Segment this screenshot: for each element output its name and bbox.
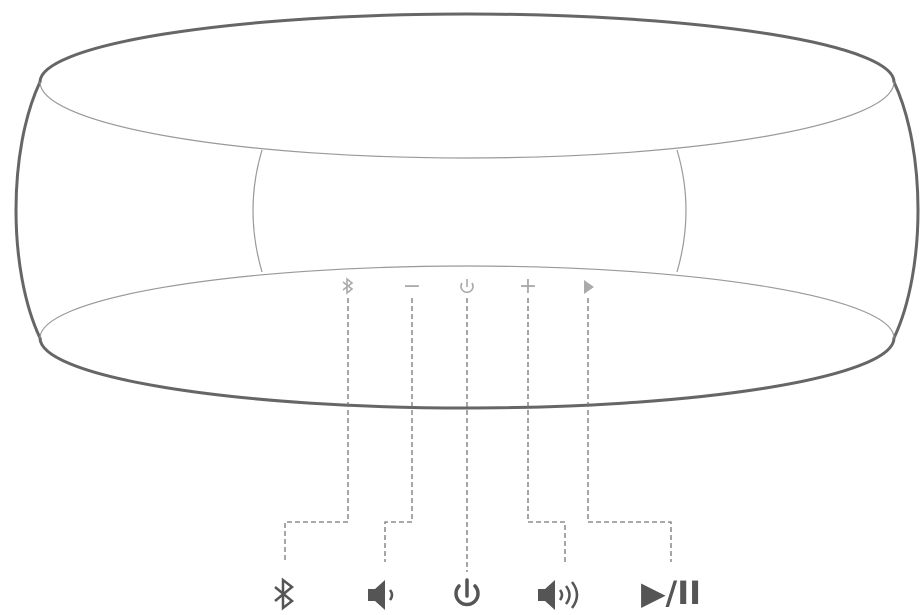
window-left [252, 149, 263, 273]
leader-bluetooth [284, 298, 349, 562]
bottom-rim [39, 265, 895, 339]
volume-down-speaker [368, 580, 385, 610]
leader-volume-up [527, 298, 566, 562]
volume-up-waves [558, 581, 579, 609]
top-rim [39, 81, 895, 159]
leader-volume-down [384, 298, 413, 562]
bottom-icons [274, 577, 579, 611]
top-plus: + [519, 274, 537, 299]
top-minus: − [403, 274, 421, 299]
volume-down-wave [388, 589, 394, 601]
top-play-icon [584, 280, 594, 294]
top-bluetooth-icon [342, 277, 354, 295]
top-icons [342, 277, 594, 295]
top-power-icon [460, 279, 474, 294]
leader-lines [284, 298, 672, 572]
speaker-body [14, 12, 920, 410]
power-icon [454, 578, 480, 607]
window-right [676, 149, 687, 273]
bluetooth-icon [274, 577, 295, 611]
volume-up-speaker [538, 580, 555, 610]
leader-play [587, 298, 672, 562]
play-pause-label: ▶/II [641, 574, 701, 612]
